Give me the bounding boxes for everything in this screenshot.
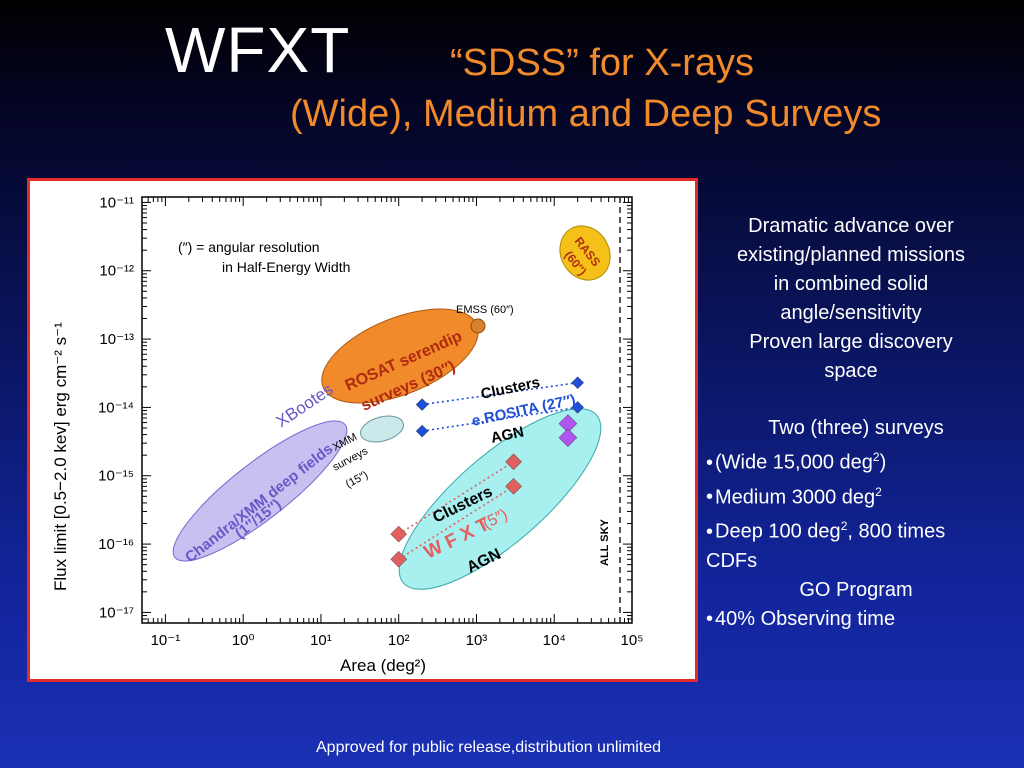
data-point bbox=[505, 453, 522, 471]
data-point bbox=[390, 550, 408, 568]
survey-medium: Medium 3000 deg2 bbox=[706, 478, 1006, 513]
x-tick-label: 10⁰ bbox=[232, 632, 255, 649]
note-line1: (″) = angular resolution bbox=[178, 239, 320, 255]
all-sky-label: ALL SKY bbox=[599, 518, 611, 566]
chart-frame: 10⁻¹ 10⁰ 10¹ 10² 10³ 10⁴ 10⁵ 10⁻¹¹ 10⁻¹² 10⁻¹³ 10⁻… bbox=[27, 178, 698, 682]
data-point bbox=[415, 398, 429, 411]
ticks-group: 10⁻¹ 10⁰ 10¹ 10² 10³ 10⁴ 10⁵ 10⁻¹¹ 10⁻¹² 10⁻¹³ 10⁻… bbox=[98, 194, 644, 649]
data-point bbox=[558, 428, 578, 448]
survey-go: GO Program bbox=[799, 578, 913, 601]
series-link bbox=[421, 406, 578, 432]
label-erosita-clusters: Clusters bbox=[479, 374, 541, 403]
survey-list: Two (three) surveys (Wide 15,000 deg2) M… bbox=[706, 414, 1006, 634]
slide-subtitle-line2: (Wide), Medium and Deep Surveys bbox=[290, 93, 882, 135]
region-rass bbox=[559, 225, 611, 281]
region-emss bbox=[470, 318, 486, 334]
slide-subtitle: “SDSS” for X-rays bbox=[450, 42, 755, 84]
region-chandra-xmm-deep bbox=[172, 420, 348, 562]
y-tick-label: 10⁻¹⁴ bbox=[98, 399, 134, 416]
chart-svg: 10⁻¹ 10⁰ 10¹ 10² 10³ 10⁴ 10⁵ 10⁻¹¹ 10⁻¹² 10⁻¹³ 10⁻… bbox=[51, 194, 644, 675]
region-xmm-surveys bbox=[360, 415, 404, 443]
y-tick-label: 10⁻¹² bbox=[99, 263, 134, 280]
survey-heading: Two (three) surveys bbox=[768, 417, 944, 439]
side-description: Dramatic advance over existing/planned m… bbox=[706, 212, 996, 386]
region-wfxt bbox=[398, 408, 602, 590]
series-link bbox=[422, 381, 578, 406]
slide-title: WFXT bbox=[165, 14, 351, 86]
label-erosita-agn: AGN bbox=[489, 423, 525, 447]
x-tick-label: 10⁻¹ bbox=[151, 632, 181, 649]
y-tick-label: 10⁻¹⁶ bbox=[98, 536, 134, 553]
y-tick-label: 10⁻¹⁵ bbox=[98, 468, 134, 485]
x-tick-label: 10⁴ bbox=[543, 632, 566, 649]
survey-observing: 40% Observing time bbox=[706, 605, 1006, 634]
data-point bbox=[505, 477, 522, 495]
x-tick-label: 10³ bbox=[466, 632, 488, 649]
y-axis-label: Flux limit [0.5−2.0 kev] erg cm⁻² s⁻¹ bbox=[51, 322, 70, 591]
side-line: Proven large discovery bbox=[749, 331, 953, 353]
survey-deep: Deep 100 deg2, 800 times bbox=[706, 512, 1006, 547]
side-line: angle/sensitivity bbox=[780, 302, 922, 324]
data-point bbox=[390, 525, 408, 543]
x-axis-label: Area (deg²) bbox=[340, 656, 426, 675]
survey-wide: (Wide 15,000 deg2) bbox=[706, 443, 1006, 478]
x-tick-label: 10² bbox=[388, 632, 410, 649]
side-line: Dramatic advance over bbox=[748, 215, 954, 237]
label-emss: EMSS (60″) bbox=[456, 304, 514, 316]
data-point bbox=[571, 376, 584, 390]
side-line: space bbox=[824, 360, 878, 382]
series-markers bbox=[390, 376, 584, 568]
side-line: existing/planned missions bbox=[737, 244, 965, 266]
y-tick-label: 10⁻¹⁷ bbox=[99, 604, 134, 621]
y-tick-label: 10⁻¹³ bbox=[99, 331, 134, 348]
survey-cdfs: CDFs bbox=[706, 549, 758, 572]
data-point bbox=[571, 401, 584, 414]
side-line: in combined solid bbox=[773, 273, 929, 295]
label-xmm-3: (15″) bbox=[344, 469, 370, 491]
y-tick-label: 10⁻¹¹ bbox=[99, 194, 134, 211]
footer-note: Approved for public release,distribution… bbox=[316, 739, 662, 756]
note-line2: in Half-Energy Width bbox=[222, 259, 350, 275]
data-point bbox=[415, 424, 429, 438]
x-tick-label: 10⁵ bbox=[621, 632, 644, 649]
x-tick-label: 10¹ bbox=[310, 632, 332, 649]
